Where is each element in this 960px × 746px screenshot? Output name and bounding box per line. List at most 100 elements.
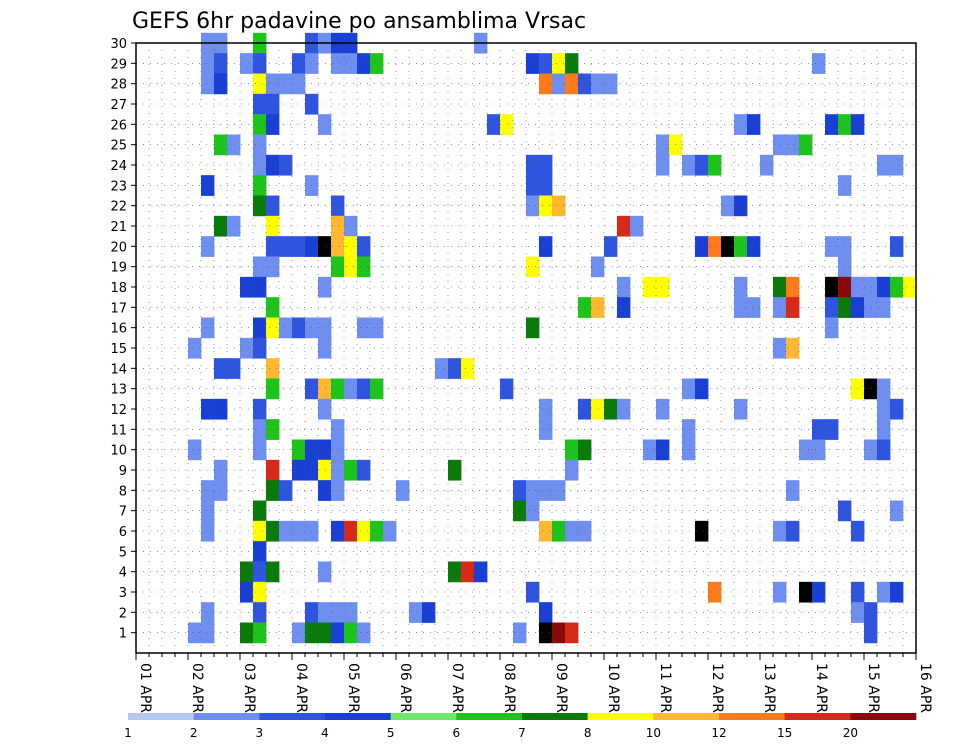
heatmap-cell [240,581,254,603]
y-tick-label: 20 [110,240,127,255]
x-tick-label: 05 APR [345,663,361,713]
y-tick-label: 11 [110,423,127,438]
heatmap-cell [292,317,306,339]
heatmap-cell [331,459,345,481]
heatmap-cell [825,419,839,440]
heatmap-cell [747,297,761,318]
heatmap-cell [331,378,345,400]
heatmap-cell [526,256,540,278]
heatmap-cell [461,358,475,379]
heatmap-cell [539,480,553,501]
heatmap-cell [201,317,215,339]
heatmap-cell [357,622,371,644]
heatmap-cell [591,297,605,318]
x-tick-label: 02 APR [189,663,205,713]
heatmap-cell [526,317,540,339]
heatmap-cell [786,297,800,318]
y-tick-label: 3 [119,586,127,601]
colorbar-segment [784,713,851,720]
heatmap-cell [253,73,267,95]
y-tick-label: 2 [119,606,127,621]
heatmap-cell [318,378,332,400]
heatmap-cell [240,276,254,298]
heatmap-cell [292,622,306,644]
heatmap-cell [201,622,215,644]
heatmap-cell [253,114,267,135]
y-tick-label: 27 [110,98,127,113]
heatmap-cell [383,520,397,542]
colorbar-label: 7 [518,726,526,740]
x-tick-label: 04 APR [293,663,309,713]
heatmap-cell [656,439,670,461]
colorbar-segment [259,713,326,720]
heatmap-cell [409,602,423,623]
x-axis: 01 APR 02 APR 03 APR 04 APR 05 APR 06 APR 07 A… [135,653,933,713]
heatmap-cell [448,561,462,583]
y-tick-label: 23 [110,179,127,194]
heatmap-cell [526,175,540,196]
heatmap-cell [682,439,696,461]
heatmap-cell [565,73,579,95]
heatmap-cell [357,317,371,339]
heatmap-cell [253,337,267,359]
heatmap-cell [890,276,904,298]
y-tick-label: 25 [110,139,127,154]
colorbar-label: 15 [777,726,792,740]
heatmap-cell [565,622,579,644]
heatmap-cell [604,398,618,420]
heatmap-cell [877,419,891,440]
heatmap-cell [747,114,761,135]
y-tick-label: 9 [119,464,127,479]
heatmap-cell [266,73,280,95]
heatmap-cell [838,256,852,278]
y-tick-label: 13 [110,383,127,398]
colorbar-segment [587,713,654,720]
x-tick-label: 08 APR [501,663,517,713]
heatmap-cell [773,297,787,318]
heatmap-cell [357,520,371,542]
heatmap-cell [643,276,657,298]
heatmap-cell [773,134,787,156]
heatmap-cell [552,520,566,542]
heatmap-cell [253,520,267,542]
heatmap-cell [357,256,371,278]
heatmap-cell [747,236,761,257]
heatmap-cell [292,236,306,257]
heatmap-cell [656,276,670,298]
heatmap-cell [877,581,891,603]
y-tick-label: 4 [119,566,127,581]
chart-title: GEFS 6hr padavine po ansamblima Vrsac [132,9,586,34]
y-tick-label: 1 [119,627,127,642]
heatmap-cell [617,398,631,420]
heatmap-cell [474,561,488,583]
heatmap-cell [357,378,371,400]
heatmap-cell [734,114,748,135]
colorbar-segment [719,713,785,720]
heatmap-cell [721,195,735,217]
heatmap-cell [565,520,579,542]
heatmap-cell [188,337,202,359]
heatmap-cell [344,459,358,481]
x-tick-label: 09 APR [553,663,569,713]
heatmap-cell [734,276,748,298]
heatmap-cell [318,439,332,461]
heatmap-cell [201,73,215,95]
heatmap-cell [253,154,267,176]
heatmap-cell [266,378,280,400]
heatmap-cell [890,154,904,176]
heatmap-cell [201,236,215,257]
heatmap-cell [682,154,696,176]
heatmap-cell [656,154,670,176]
heatmap-cell [279,480,293,501]
x-tick-label: 13 APR [761,663,777,713]
heatmap-cell [604,236,618,257]
heatmap-cell [903,276,917,298]
heatmap-cell [422,602,436,623]
heatmap-cell [812,419,826,440]
heatmap-cell [799,439,813,461]
y-tick-label: 26 [110,118,127,133]
heatmap-cell [877,378,891,400]
heatmap-cell [539,398,553,420]
heatmap-cell [539,154,553,176]
heatmap-cell [266,215,280,237]
